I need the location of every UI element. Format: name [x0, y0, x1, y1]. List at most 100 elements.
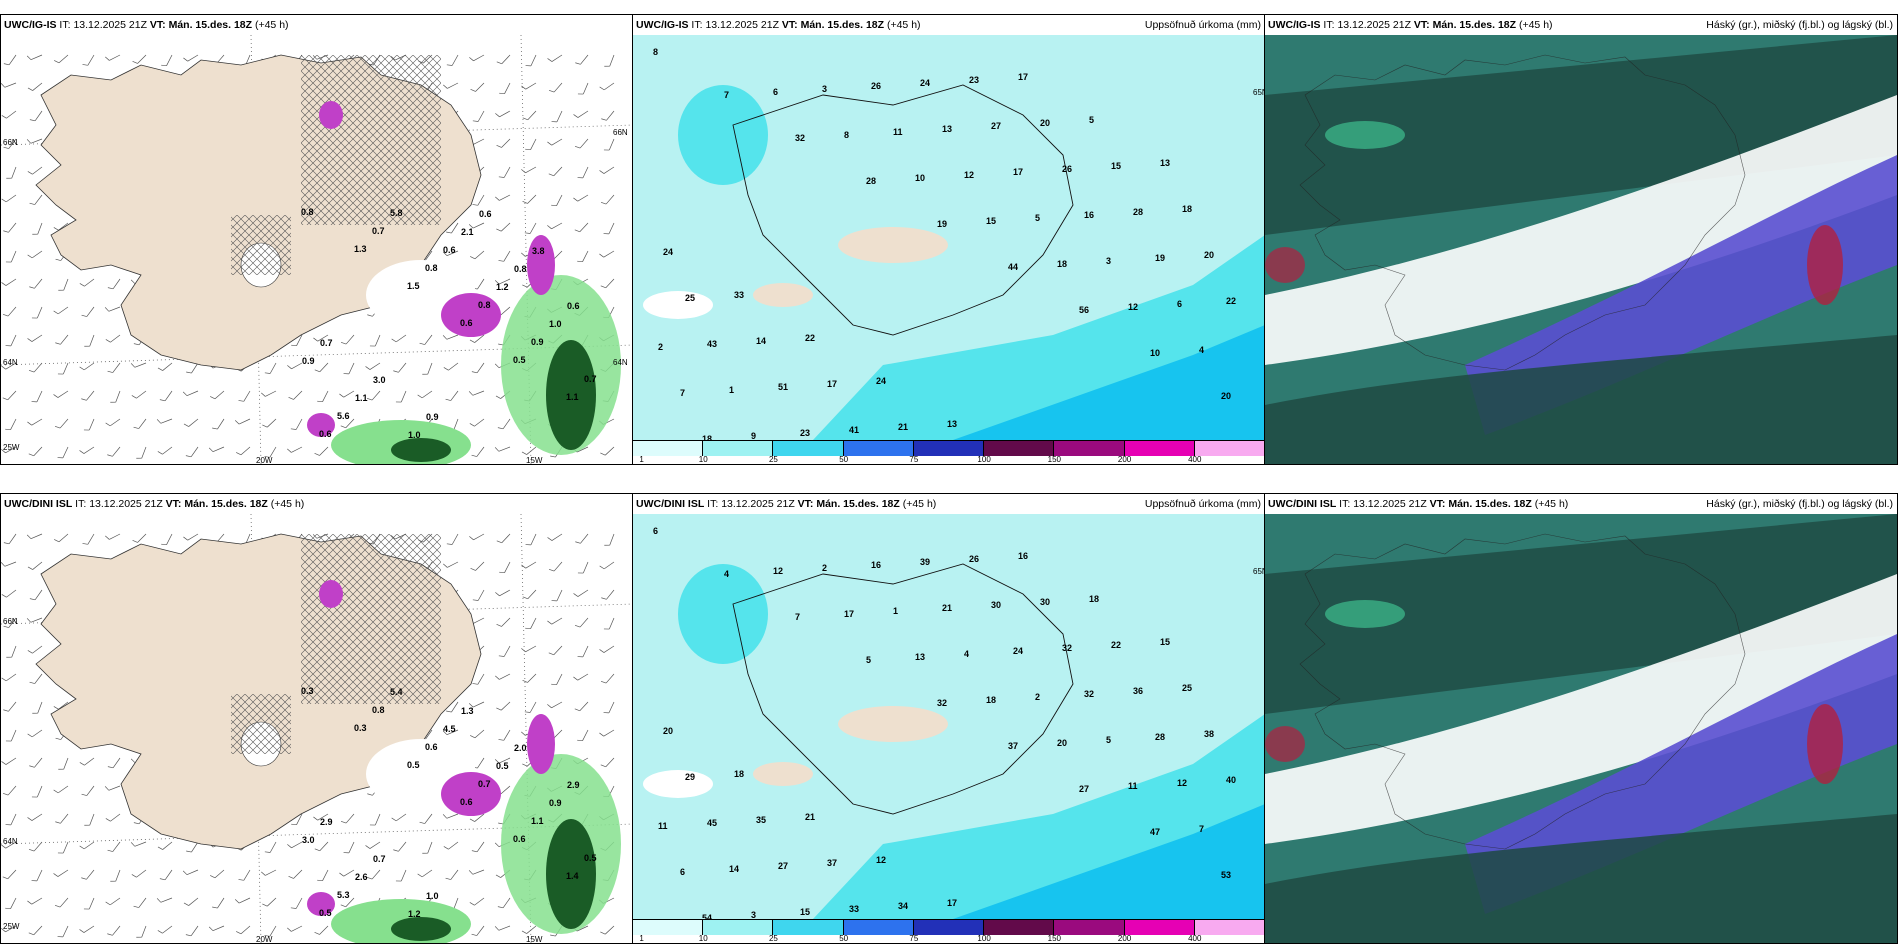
precip-value-label: 3.0	[373, 375, 386, 385]
precip-value-label: 33	[734, 290, 744, 300]
precip-value-label: 0.3	[301, 686, 314, 696]
colorbar-tick: 100	[977, 455, 991, 464]
colorbar-tick: 75	[909, 455, 919, 464]
precip-value-label: 2.6	[355, 872, 368, 882]
model-name: UWC/DINI ISL	[1268, 498, 1337, 510]
precip-value-label: 5.4	[390, 687, 403, 697]
precip-value-label: 6	[653, 526, 658, 536]
precip-value-label: 22	[1111, 640, 1121, 650]
precip-value-label: 43	[707, 339, 717, 349]
precip-value-label: 13	[1160, 158, 1170, 168]
model-name: UWC/DINI ISL	[4, 498, 73, 510]
map-area	[1265, 514, 1897, 943]
colorbar-cell	[1124, 920, 1195, 935]
map-area: 0.8 1.3 1.5 0.6 0.5 1.1 0.6 0.7 0.8 0.8 0.9 0.7 5.6 5…	[1, 35, 633, 464]
precip-value-label: 5.8	[390, 208, 403, 218]
lead-time: (+45 h)	[886, 19, 921, 31]
precip-value-label: 5	[1089, 115, 1094, 125]
precip-value-label: 26	[969, 554, 979, 564]
precip-value-label: 12	[1128, 302, 1138, 312]
colorbar-tick: 200	[1117, 455, 1132, 464]
precip-value-label: 27	[778, 861, 788, 871]
precip-value-label: 21	[805, 812, 815, 822]
precip-value-label: 4	[724, 569, 729, 579]
colorbar-cell	[1054, 441, 1125, 456]
it-label: IT:	[59, 19, 71, 31]
precip-value-label: 14	[756, 336, 766, 346]
vt-label: VT:	[797, 498, 814, 510]
precip-value-label: 15	[800, 907, 810, 917]
it-value: 13.12.2025 21Z	[89, 498, 163, 510]
vt-value: Mán. 15.des. 18Z	[1432, 19, 1517, 31]
colorbar-cell	[913, 441, 985, 456]
precip-value-label: 26	[871, 81, 881, 91]
colorbar: 1 10 25 50 75 100 150 200 400	[633, 919, 1265, 943]
precip-value-label: 39	[920, 557, 930, 567]
vt-label: VT:	[781, 19, 798, 31]
precip-value-label: 0.5	[407, 760, 420, 770]
precip-value-label: 3.8	[532, 246, 545, 256]
vt-value: Mán. 15.des. 18Z	[184, 498, 268, 510]
colorbar-tick: 400	[1188, 934, 1202, 943]
precip-value-label: 36	[1133, 686, 1143, 696]
precip-value-label: 18	[1182, 204, 1192, 214]
precip-value-label: 19	[1155, 253, 1165, 263]
panel-header: UWC/DINI ISL IT: 13.12.2025 21Z VT: Mán.…	[1, 494, 633, 514]
precip-value-label: 18	[1089, 594, 1099, 604]
precip-value-label: 28	[866, 176, 876, 186]
precip-value-label: 27	[1079, 784, 1089, 794]
coord-label: 66N	[613, 128, 628, 137]
colorbar-cell	[843, 441, 914, 456]
vt-value: Mán. 15.des. 18Z	[168, 19, 253, 31]
colorbar-cell	[633, 920, 704, 935]
precip-value-label: 3.0	[302, 835, 315, 845]
colorbar-tick: 50	[839, 934, 849, 943]
panel-header: UWC/DINI ISL IT: 13.12.2025 21Z VT: Mán.…	[633, 494, 1265, 514]
precip-value-label: 3	[1106, 256, 1111, 266]
model-name: UWC/DINI ISL	[636, 498, 705, 510]
precip-value-label: 11	[1128, 781, 1138, 791]
precip-value-label: 7	[1199, 824, 1204, 834]
map-area	[1265, 35, 1897, 464]
precip-value-label: 33	[849, 904, 859, 914]
colorbar-cell	[984, 920, 1055, 935]
it-label: IT:	[1323, 19, 1335, 31]
precip-value-label: 53	[1221, 870, 1231, 880]
precip-value-label: 32	[937, 698, 947, 708]
coord-label: 65N	[1253, 88, 1265, 97]
precip-value-label: 35	[756, 815, 766, 825]
precip-value-label: 28	[1155, 732, 1165, 742]
precip-value-label: 0.9	[426, 412, 439, 422]
precip-value-label: 24	[876, 376, 886, 386]
precip-value-label: 23	[969, 75, 979, 85]
precip-map: 6475323727475354121713182011763214251211…	[633, 514, 1265, 919]
vt-label: VT:	[149, 19, 166, 31]
precip-value-label: 5	[1035, 213, 1040, 223]
precip-value-label: 40	[1226, 775, 1236, 785]
panel-header: UWC/IG-IS IT: 13.12.2025 21Z VT: Mán. 15…	[633, 15, 1265, 35]
vt-label: VT:	[1429, 498, 1446, 510]
precip-value-label: 0.6	[443, 245, 456, 255]
precip-value-label: 1	[893, 606, 898, 616]
map-panel-p6: UWC/DINI ISL IT: 13.12.2025 21Z VT: Mán.…	[1264, 493, 1898, 944]
precip-value-label: 0.6	[460, 318, 473, 328]
lead-time: (+45 h)	[270, 498, 305, 510]
colorbar-tick: 50	[839, 455, 849, 464]
precip-value-label: 5	[866, 655, 871, 665]
precip-value-label: 4.5	[443, 724, 456, 734]
lead-time: (+45 h)	[902, 498, 937, 510]
precip-value-label: 54	[702, 913, 712, 919]
precip-value-label: 29	[685, 772, 695, 782]
precip-value-label: 0.7	[584, 374, 597, 384]
precip-value-label: 27	[991, 121, 1001, 131]
it-value: 13.12.2025 21Z	[1353, 498, 1427, 510]
precip-value-label: 22	[805, 333, 815, 343]
precip-value-label: 17	[827, 379, 837, 389]
colorbar-cell	[633, 441, 704, 456]
colorbar-cell	[773, 441, 844, 456]
precip-value-label: 20	[1040, 118, 1050, 128]
it-label: IT:	[707, 498, 719, 510]
coord-label: 20W	[256, 935, 273, 943]
colorbar-cell	[1194, 920, 1265, 935]
precip-value-label: 10	[1150, 348, 1160, 358]
